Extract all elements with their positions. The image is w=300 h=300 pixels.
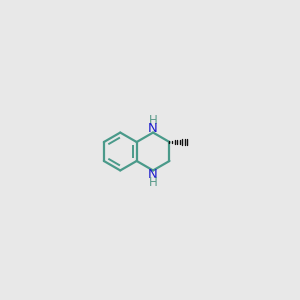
Text: H: H: [149, 114, 158, 127]
Text: N: N: [148, 122, 158, 135]
Text: N: N: [148, 168, 158, 181]
Text: H: H: [149, 176, 158, 189]
